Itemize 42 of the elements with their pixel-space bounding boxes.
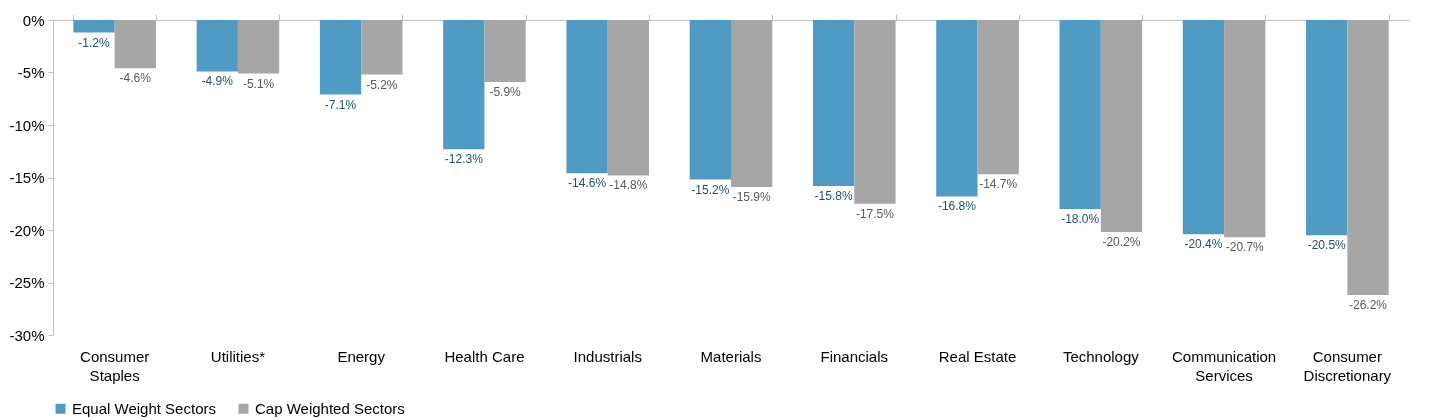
data-label: -15.2% <box>691 182 730 197</box>
data-label: -5.2% <box>366 77 398 92</box>
x-tick-label: Technology <box>1062 347 1140 365</box>
x-tick-label: Materials <box>700 347 762 365</box>
data-label: -20.2% <box>1102 235 1141 250</box>
y-tick-label: -30% <box>9 326 45 344</box>
x-tick-label: Industrials <box>573 347 642 365</box>
data-label: -1.2% <box>78 35 110 50</box>
y-tick-label: 0% <box>22 11 45 29</box>
x-tick-label: Energy <box>337 347 386 365</box>
x-tick-label: Consumer Discretionary <box>1303 347 1392 384</box>
data-label: -18.0% <box>1061 212 1100 226</box>
x-tick-label: Utilities* <box>210 347 266 365</box>
y-tick-label: -15% <box>9 169 45 186</box>
x-tick-label: Consumer Staples <box>80 347 150 384</box>
data-label: -14.8% <box>609 178 648 193</box>
data-label: -16.8% <box>937 199 977 214</box>
data-label: -5.9% <box>489 84 522 99</box>
data-label: -17.5% <box>855 206 895 221</box>
y-tick-label: -10% <box>9 116 45 134</box>
data-label: -14.7% <box>979 177 1018 192</box>
x-tick-label: Communication Services <box>1171 347 1277 384</box>
legend-label: Cap Weighted Sectors <box>255 399 405 417</box>
y-tick-label: -25% <box>9 274 45 291</box>
data-label: -26.2% <box>1349 298 1388 313</box>
data-label: -12.3% <box>444 152 484 167</box>
data-label: -20.5% <box>1307 238 1347 253</box>
data-label: -20.4% <box>1184 237 1223 252</box>
x-tick-label: Real Estate <box>938 347 1017 365</box>
data-label: -15.9% <box>732 189 771 204</box>
y-tick-label: -5% <box>17 64 45 81</box>
data-label: -4.9% <box>201 74 234 89</box>
data-label: -5.1% <box>242 76 275 91</box>
data-label: -4.6% <box>119 71 152 86</box>
x-tick-label: Health Care <box>444 347 525 365</box>
data-label: -7.1% <box>324 97 357 112</box>
data-label: -15.8% <box>814 188 853 203</box>
data-label: -20.7% <box>1225 240 1265 255</box>
legend-label: Equal Weight Sectors <box>72 399 216 417</box>
y-tick-label: -20% <box>9 221 45 239</box>
data-label: -14.6% <box>568 176 607 191</box>
x-tick-label: Financials <box>820 347 889 365</box>
